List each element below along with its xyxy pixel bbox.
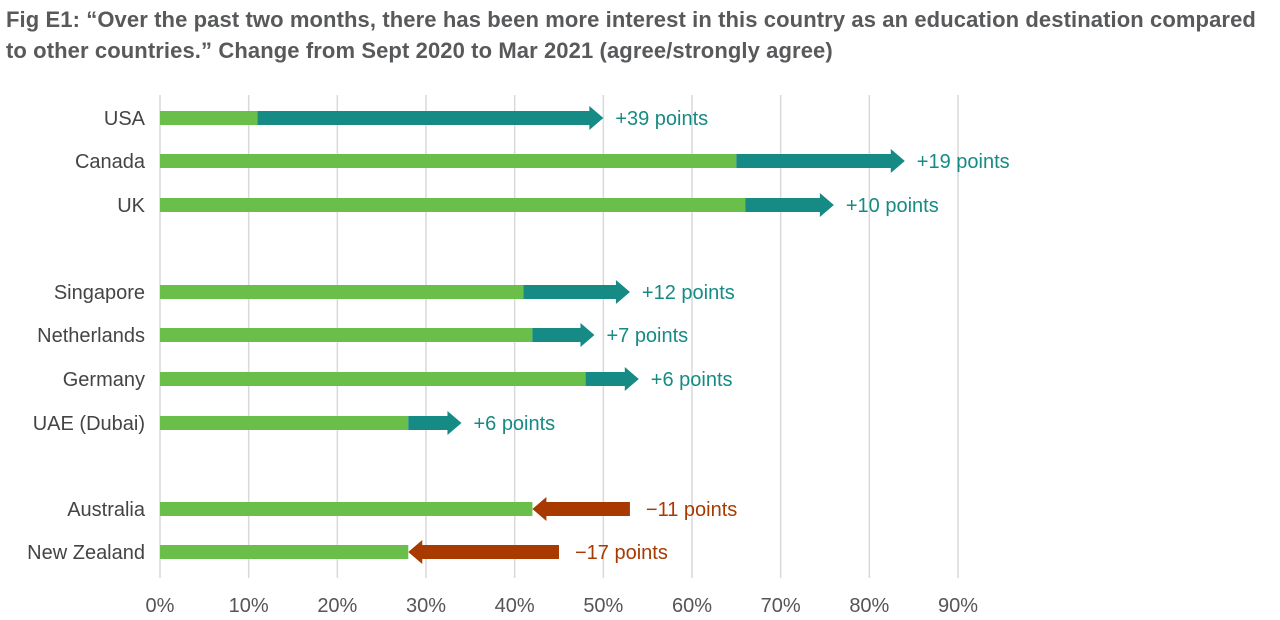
change-arrow bbox=[408, 411, 462, 435]
change-arrow bbox=[523, 280, 630, 304]
change-label: +10 points bbox=[846, 195, 939, 217]
change-arrow bbox=[532, 497, 630, 521]
sept-2020-bar bbox=[160, 502, 533, 516]
change-arrow bbox=[745, 193, 834, 217]
sept-2020-bar bbox=[160, 328, 533, 342]
x-tick-label: 20% bbox=[317, 595, 357, 617]
x-tick-label: 40% bbox=[495, 595, 535, 617]
change-label: +7 points bbox=[606, 325, 688, 347]
sept-2020-bar bbox=[160, 416, 409, 430]
sept-2020-bar bbox=[160, 372, 586, 386]
sept-2020-bar bbox=[160, 111, 258, 125]
change-label: −11 points bbox=[646, 499, 737, 521]
category-label: Germany bbox=[63, 369, 145, 391]
category-label: USA bbox=[104, 108, 146, 130]
category-label: UAE (Dubai) bbox=[33, 413, 145, 435]
change-label: +19 points bbox=[917, 151, 1010, 173]
category-label: New Zealand bbox=[27, 542, 145, 564]
category-label: Canada bbox=[75, 151, 146, 173]
change-arrow bbox=[408, 540, 559, 564]
x-tick-label: 0% bbox=[146, 595, 175, 617]
change-label: +6 points bbox=[651, 369, 733, 391]
change-label: +6 points bbox=[473, 413, 555, 435]
change-arrow bbox=[736, 149, 905, 173]
change-arrow bbox=[257, 106, 604, 130]
change-label: +39 points bbox=[615, 108, 708, 130]
x-tick-label: 60% bbox=[672, 595, 712, 617]
change-arrow bbox=[532, 323, 595, 347]
change-label: −17 points bbox=[575, 542, 668, 564]
sept-2020-bar bbox=[160, 198, 746, 212]
x-tick-label: 30% bbox=[406, 595, 446, 617]
x-tick-label: 70% bbox=[761, 595, 801, 617]
x-tick-label: 90% bbox=[938, 595, 978, 617]
sept-2020-bar bbox=[160, 154, 737, 168]
category-label: UK bbox=[117, 195, 145, 217]
x-tick-label: 80% bbox=[849, 595, 889, 617]
change-label: +12 points bbox=[642, 282, 735, 304]
category-label: Netherlands bbox=[37, 325, 145, 347]
category-label: Singapore bbox=[54, 282, 145, 304]
category-label: Australia bbox=[67, 499, 146, 521]
sept-2020-bar bbox=[160, 545, 409, 559]
x-tick-label: 50% bbox=[583, 595, 623, 617]
change-arrow bbox=[585, 367, 639, 391]
chart-title: Fig E1: “Over the past two months, there… bbox=[6, 7, 1256, 63]
sept-2020-bar bbox=[160, 285, 524, 299]
x-tick-label: 10% bbox=[229, 595, 269, 617]
